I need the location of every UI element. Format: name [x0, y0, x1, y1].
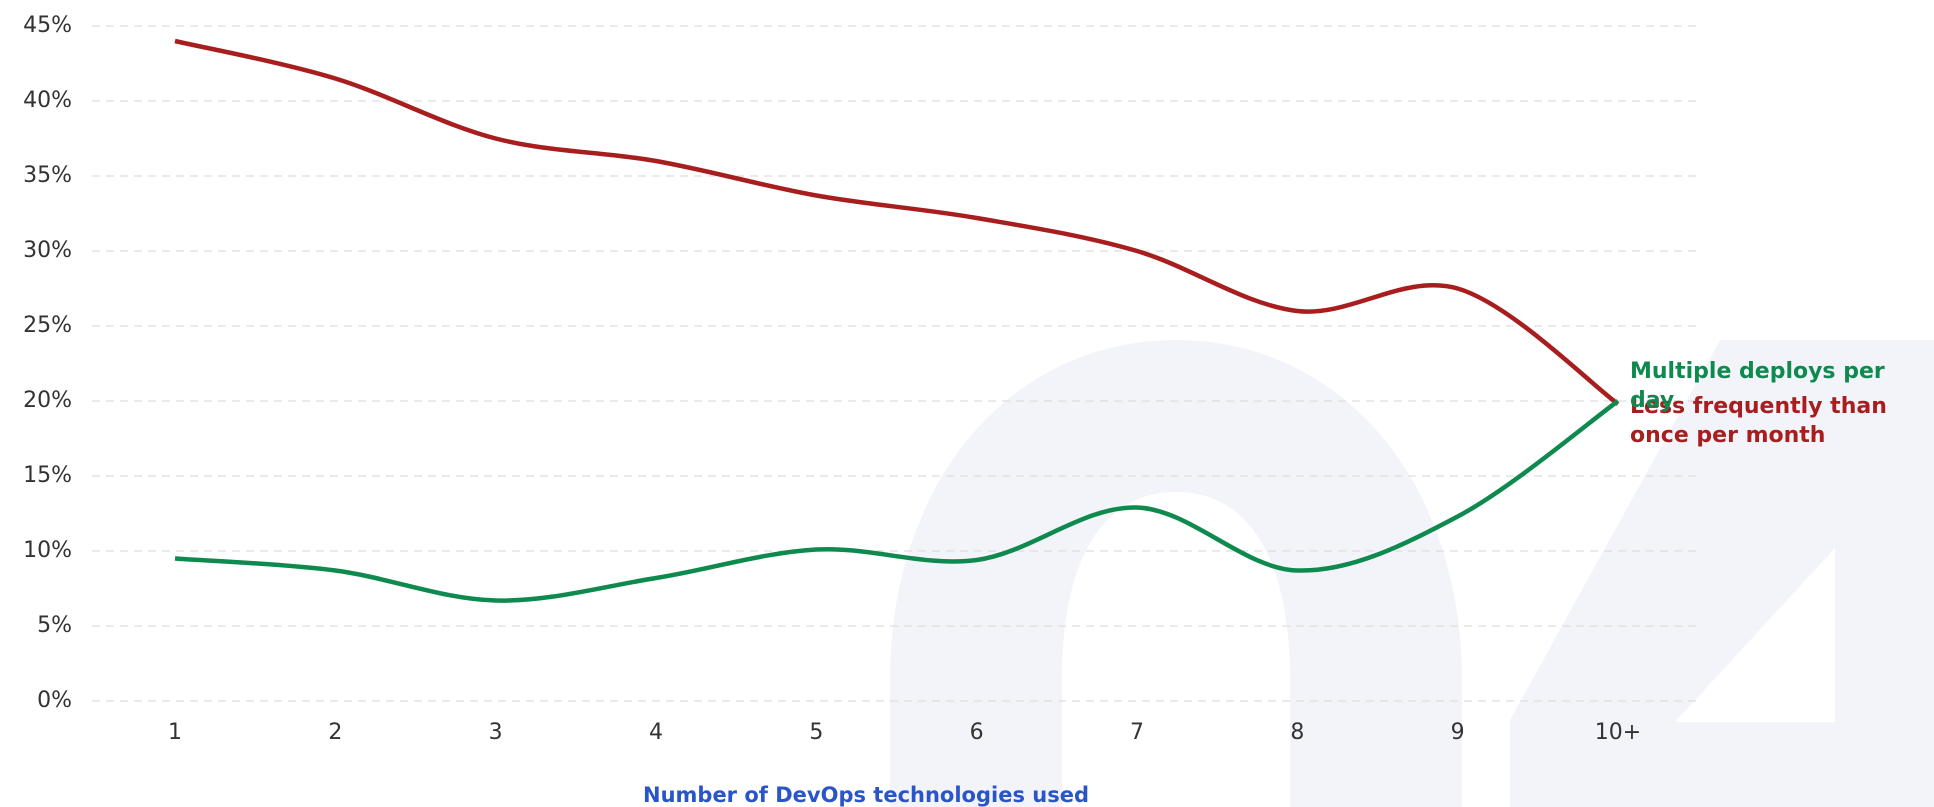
y-tick-label: 5%	[37, 613, 72, 638]
series-label-text: Less frequently than once per month	[1630, 394, 1887, 448]
series-line	[174, 38, 1620, 406]
x-tick-label: 2	[328, 720, 342, 745]
y-tick-label: 0%	[37, 688, 72, 713]
series-line	[174, 399, 1620, 603]
x-tick-label: 6	[970, 720, 984, 745]
series-label: Multiple deploys per day	[1630, 359, 1885, 413]
y-tick-label: 40%	[23, 88, 72, 113]
y-tick-label: 25%	[23, 313, 72, 338]
x-tick-label: 5	[809, 720, 823, 745]
x-tick-label: 10+	[1595, 720, 1641, 745]
x-axis-title: Number of DevOps technologies used	[643, 783, 1089, 807]
y-tick-label: 30%	[23, 238, 72, 263]
y-tick-label: 20%	[23, 388, 72, 413]
x-tick-label: 4	[649, 720, 663, 745]
x-tick-label: 1	[168, 720, 182, 745]
y-tick-label: 10%	[23, 538, 72, 563]
y-tick-label: 15%	[23, 463, 72, 488]
x-tick-label: 9	[1451, 720, 1465, 745]
x-tick-label: 8	[1290, 720, 1304, 745]
y-tick-label: 45%	[23, 13, 72, 38]
x-tick-label: 7	[1130, 720, 1144, 745]
x-tick-label: 3	[489, 720, 503, 745]
series-label-text: Multiple deploys per day	[1630, 359, 1885, 413]
series-label: Less frequently than once per month	[1630, 394, 1887, 448]
watermark	[890, 340, 1934, 807]
y-tick-label: 35%	[23, 163, 72, 188]
